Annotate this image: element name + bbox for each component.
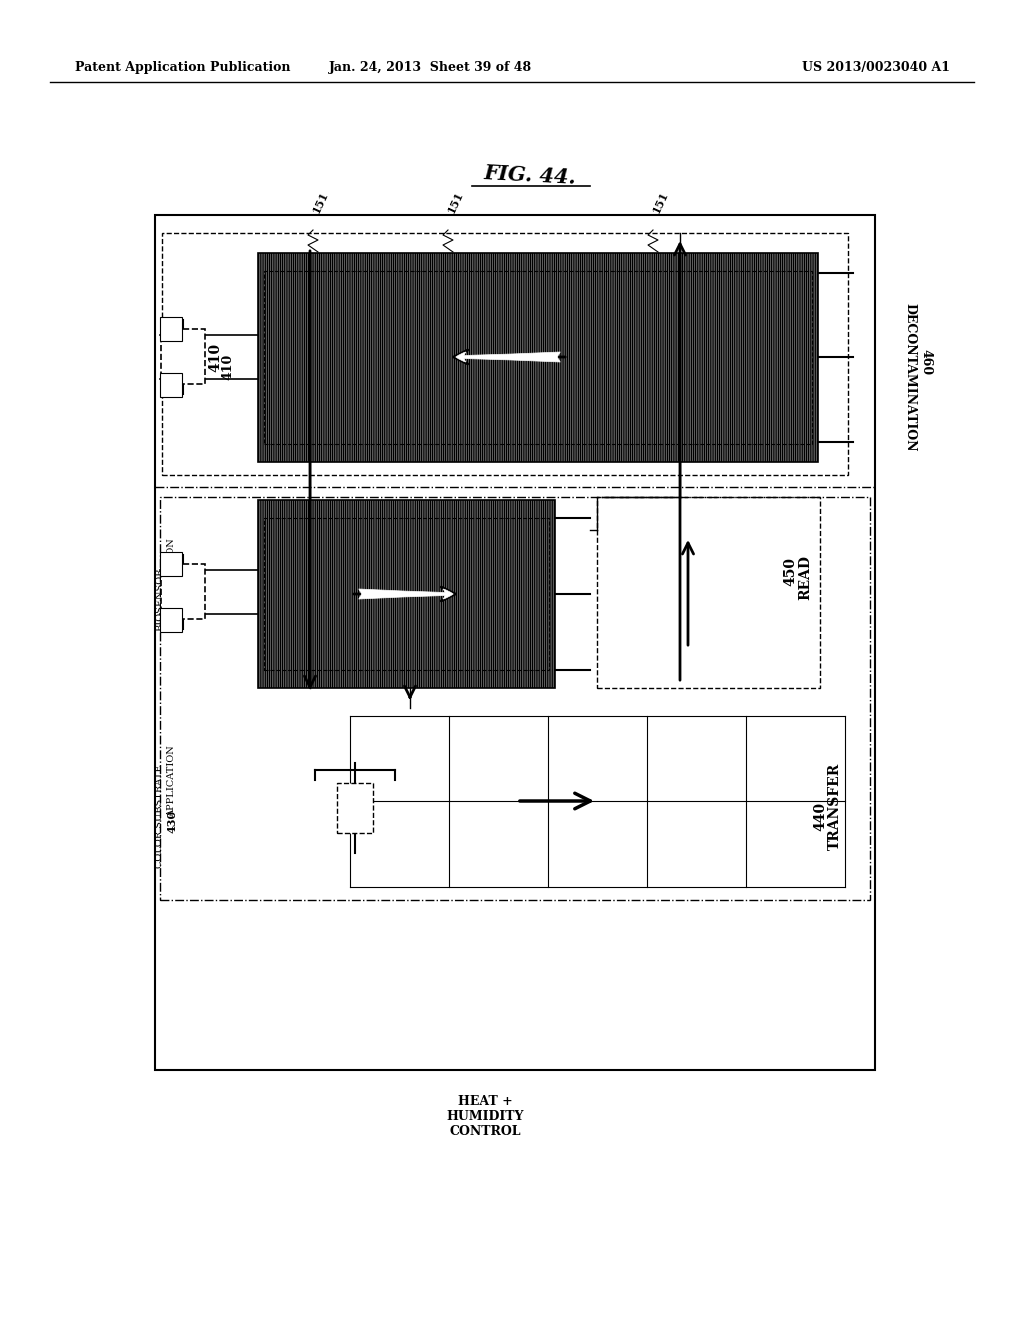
Bar bbox=[160, 498, 870, 900]
Text: 410: 410 bbox=[208, 342, 222, 371]
Bar bbox=[161, 564, 205, 619]
Text: APPLICATION: APPLICATION bbox=[168, 539, 176, 610]
Bar bbox=[155, 215, 874, 1071]
Text: 151: 151 bbox=[445, 190, 465, 215]
Bar bbox=[160, 374, 182, 397]
Text: 420: 420 bbox=[167, 598, 177, 620]
Bar bbox=[264, 271, 812, 444]
Bar bbox=[160, 609, 182, 632]
Text: 460: 460 bbox=[920, 348, 933, 375]
Text: FIG. 44.: FIG. 44. bbox=[483, 162, 577, 187]
Bar bbox=[161, 329, 205, 384]
Bar bbox=[264, 517, 549, 671]
Bar bbox=[258, 253, 818, 462]
Text: HEAT +
HUMIDITY
CONTROL: HEAT + HUMIDITY CONTROL bbox=[446, 1096, 523, 1138]
Bar bbox=[160, 552, 182, 576]
Text: 450: 450 bbox=[783, 557, 797, 586]
Bar bbox=[258, 500, 555, 688]
Bar bbox=[162, 234, 848, 475]
Bar bbox=[337, 783, 373, 833]
Text: 151: 151 bbox=[310, 190, 330, 215]
Text: 410: 410 bbox=[221, 354, 234, 380]
Text: Jan. 24, 2013  Sheet 39 of 48: Jan. 24, 2013 Sheet 39 of 48 bbox=[329, 62, 531, 74]
Text: READ: READ bbox=[798, 554, 812, 599]
Bar bbox=[160, 317, 182, 341]
Text: 430: 430 bbox=[167, 809, 177, 833]
Text: 440: 440 bbox=[813, 801, 827, 830]
Text: TRANSFER: TRANSFER bbox=[828, 763, 842, 850]
Text: 151: 151 bbox=[650, 190, 670, 215]
Text: COLOR SUBSTRATE: COLOR SUBSTRATE bbox=[156, 764, 165, 867]
Text: BIOSENSOR: BIOSENSOR bbox=[156, 568, 165, 631]
Bar bbox=[597, 498, 820, 688]
Text: DECONTAMINATION: DECONTAMINATION bbox=[903, 302, 916, 451]
Text: Patent Application Publication: Patent Application Publication bbox=[75, 62, 291, 74]
Text: APPLICATION: APPLICATION bbox=[168, 744, 176, 817]
Text: US 2013/0023040 A1: US 2013/0023040 A1 bbox=[802, 62, 950, 74]
